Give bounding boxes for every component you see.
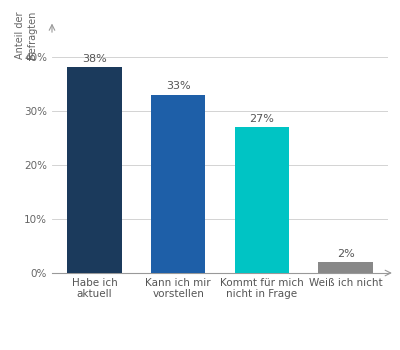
Bar (67, 68, 122, 273)
Text: 2%: 2% (337, 249, 354, 259)
Text: 33%: 33% (166, 81, 190, 91)
Bar (318, 262, 373, 273)
Text: Quelle: © Statista 2017: Quelle: © Statista 2017 (12, 329, 159, 339)
Y-axis label: Anteil der
Befragten: Anteil der Befragten (15, 11, 37, 59)
Bar (151, 94, 205, 273)
Text: 38%: 38% (82, 54, 107, 64)
Text: 27%: 27% (250, 114, 274, 124)
Bar (235, 127, 289, 273)
